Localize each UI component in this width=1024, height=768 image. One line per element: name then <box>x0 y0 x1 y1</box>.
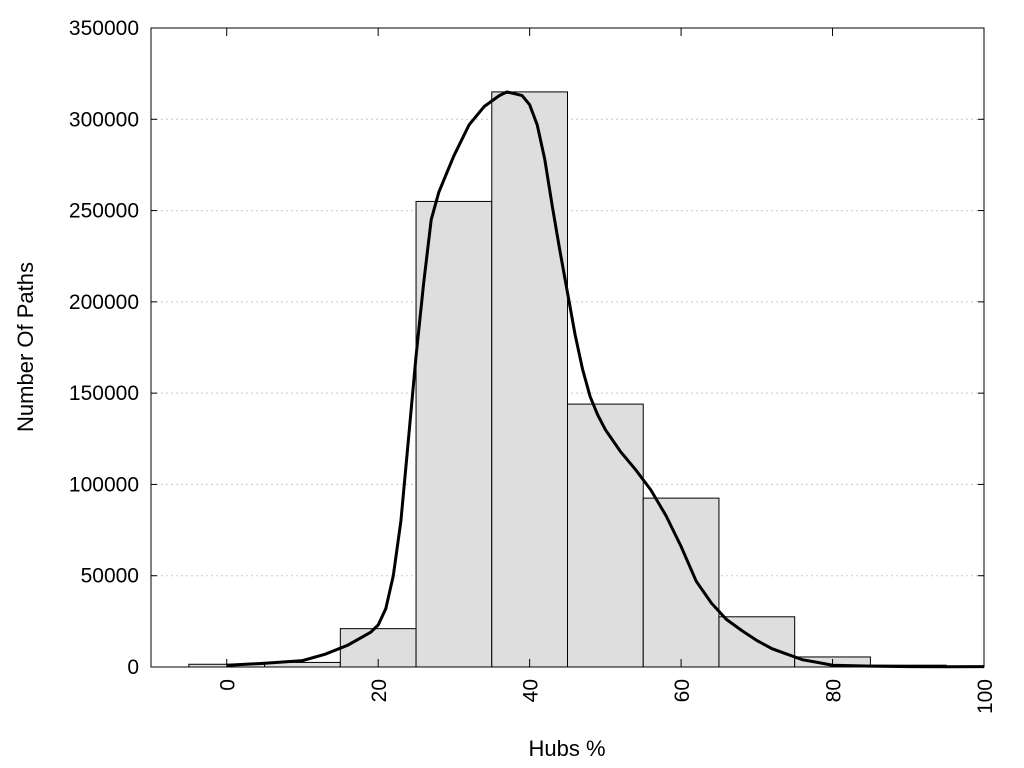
histogram-bars <box>188 91 947 668</box>
y-tick-label: 100000 <box>69 473 139 496</box>
x-tick-label: 0 <box>217 679 240 691</box>
histogram-bar <box>642 497 720 668</box>
x-axis-label: Hubs % <box>528 736 605 761</box>
density-curve <box>226 90 985 669</box>
y-tick-label: 300000 <box>69 108 139 131</box>
x-axis-tick-labels: 0 20 40 60 80 100 <box>217 679 997 714</box>
x-tick-label: 40 <box>520 679 543 702</box>
y-tick-label: 0 <box>127 656 139 679</box>
histogram-bar <box>415 200 493 668</box>
x-tick-label: 80 <box>823 679 846 702</box>
histogram-bar <box>567 403 644 668</box>
y-tick-label: 350000 <box>69 17 139 40</box>
y-axis-tick-labels: 0 50000 100000 150000 200000 250000 300000 3500… <box>69 17 139 679</box>
y-tick-label: 50000 <box>81 565 139 588</box>
x-tick-label: 20 <box>368 679 391 702</box>
histogram-bar <box>491 91 569 668</box>
x-tick-label: 60 <box>671 679 694 702</box>
plot-frame <box>150 27 985 668</box>
y-axis-label: Number Of Paths <box>13 262 38 432</box>
axis-ticks <box>151 27 985 668</box>
x-tick-label: 100 <box>974 679 997 714</box>
y-tick-label: 200000 <box>69 291 139 314</box>
y-tick-label: 250000 <box>69 200 139 223</box>
y-tick-label: 150000 <box>69 382 139 405</box>
